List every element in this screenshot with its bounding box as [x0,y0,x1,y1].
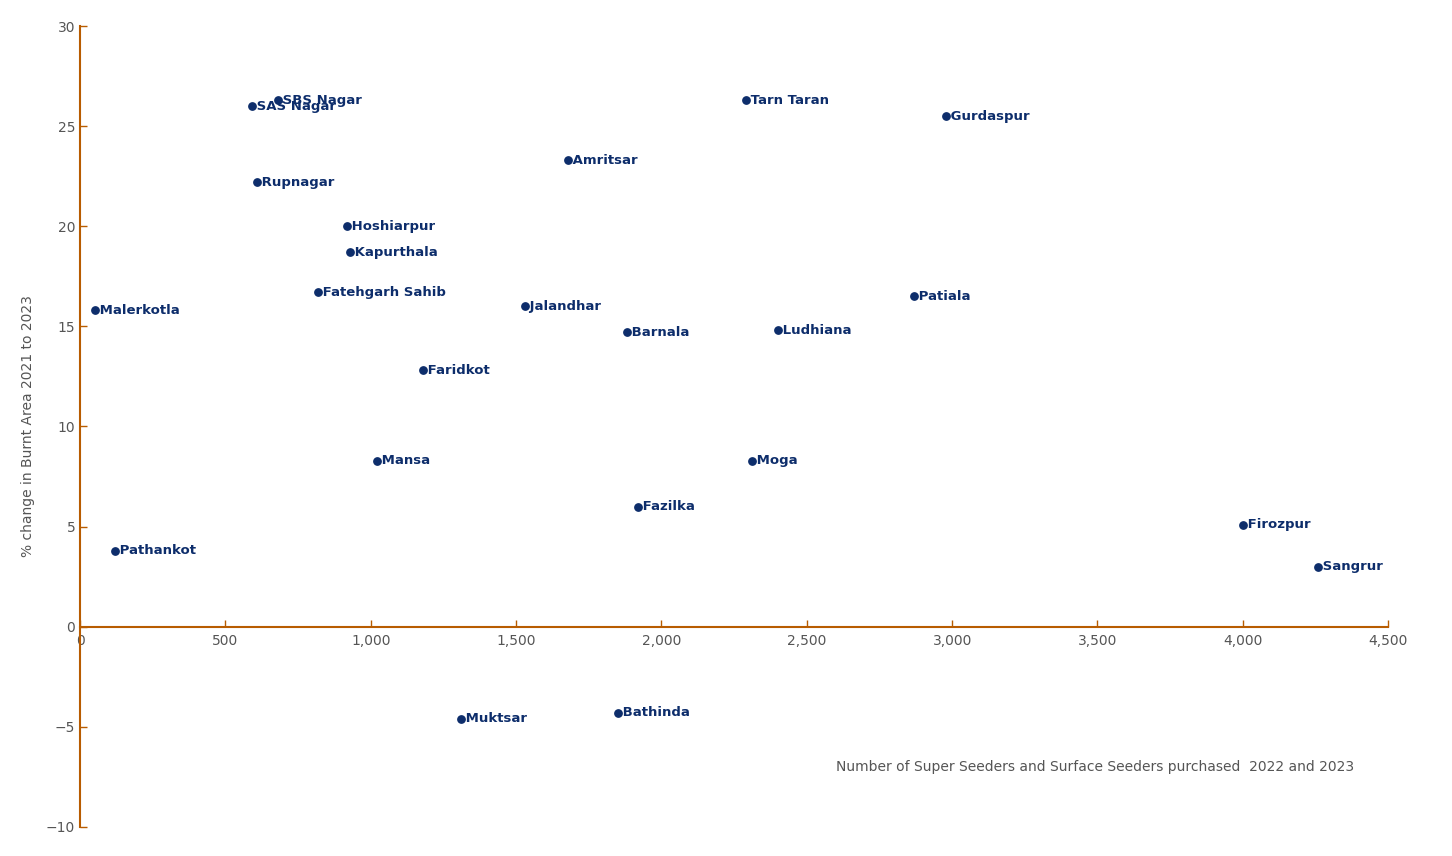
Text: Jalandhar: Jalandhar [524,300,601,313]
Text: Bathinda: Bathinda [619,706,690,719]
Point [1307,560,1330,574]
Point [735,93,758,107]
Text: Firozpur: Firozpur [1243,518,1311,531]
Text: Number of Super Seeders and Surface Seeders purchased  2022 and 2023: Number of Super Seeders and Surface Seed… [836,759,1353,774]
Point [741,454,764,467]
Point [903,289,926,303]
Text: Moga: Moga [752,454,797,467]
Text: Pathankot: Pathankot [115,544,196,557]
Text: SAS Nagar: SAS Nagar [251,100,335,113]
Text: Amritsar: Amritsar [568,154,637,167]
Text: Fatehgarh Sahib: Fatehgarh Sahib [318,286,446,299]
Text: Barnala: Barnala [627,326,688,339]
Point [556,153,579,167]
Point [1231,518,1255,532]
Point [767,324,790,337]
Text: Sangrur: Sangrur [1318,560,1384,573]
Text: Ludhiana: Ludhiana [778,324,851,337]
Point [364,454,388,467]
Text: Fazilka: Fazilka [639,500,696,513]
Text: Hoshiarpur: Hoshiarpur [347,220,436,233]
Point [266,93,289,107]
Point [607,705,630,719]
Point [616,325,639,339]
Text: Muktsar: Muktsar [460,712,527,725]
Text: Rupnagar: Rupnagar [257,175,335,189]
Point [103,544,126,557]
Text: Faridkot: Faridkot [423,364,489,377]
Point [411,364,434,377]
Point [338,246,362,259]
Point [449,712,472,726]
Point [627,500,650,514]
Point [335,220,359,234]
Text: Malerkotla: Malerkotla [94,304,180,317]
Text: Gurdaspur: Gurdaspur [947,110,1029,123]
Point [935,110,958,123]
Text: Kapurthala: Kapurthala [350,246,439,259]
Text: Patiala: Patiala [915,290,971,303]
Text: Tarn Taran: Tarn Taran [746,94,829,107]
Text: Mansa: Mansa [376,454,430,467]
Point [240,99,263,113]
Point [245,175,269,189]
Point [306,286,330,300]
Point [513,300,536,313]
Y-axis label: % change in Burnt Area 2021 to 2023: % change in Burnt Area 2021 to 2023 [20,295,35,557]
Text: SBS Nagar: SBS Nagar [277,94,362,107]
Point [83,304,106,318]
